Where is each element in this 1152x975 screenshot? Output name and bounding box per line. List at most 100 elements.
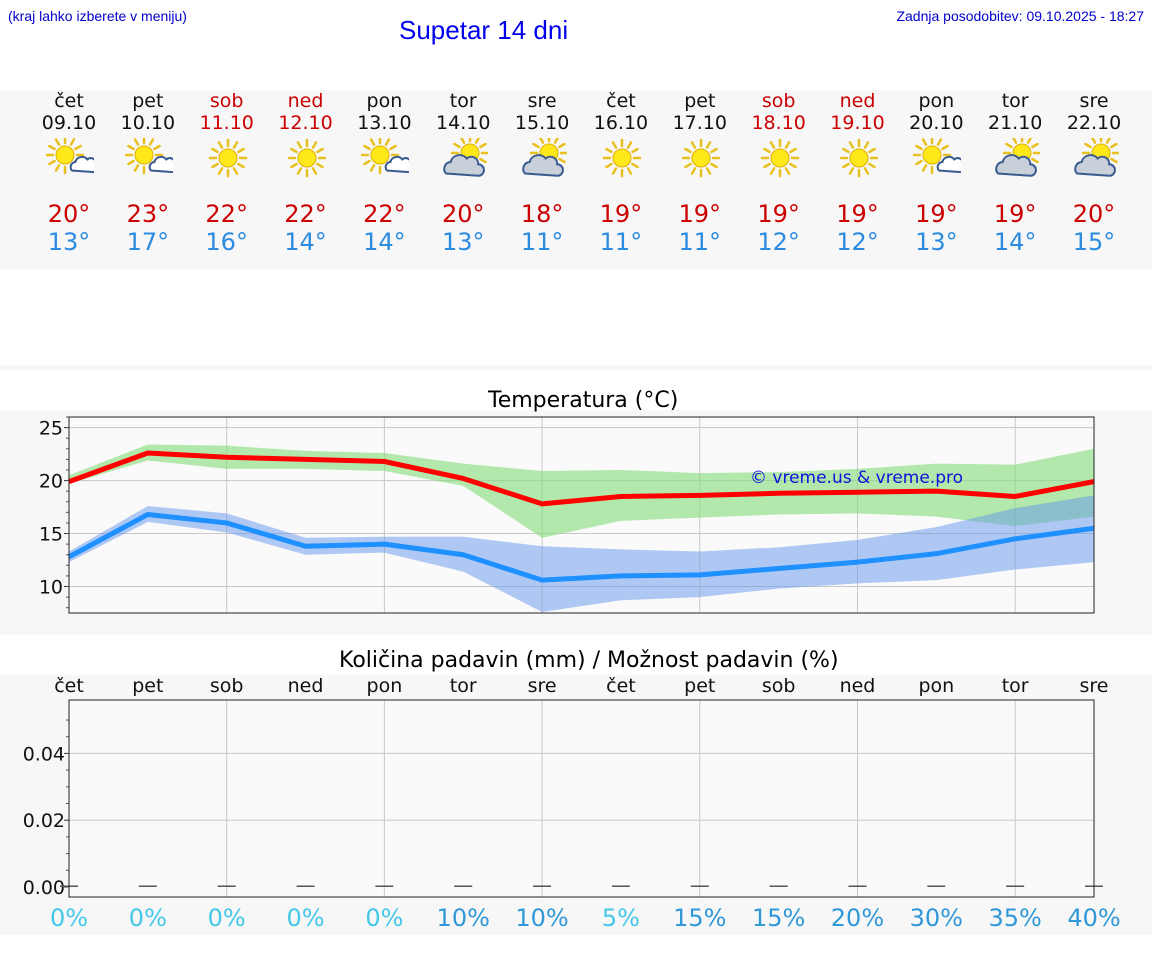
temp-min: 11°: [678, 228, 722, 256]
sun-icon: [681, 138, 721, 178]
temp-min: 13°: [47, 228, 91, 256]
day-name: sre: [527, 90, 557, 112]
precip-probability: 10%: [437, 904, 490, 932]
forecast-strip: [0, 90, 1152, 270]
precip-probability: 35%: [988, 904, 1041, 932]
plot-area: [69, 700, 1094, 897]
temp-min: 13°: [915, 228, 958, 256]
temp-min: 17°: [126, 228, 170, 256]
day-name: pon: [918, 90, 955, 112]
x-category-label: čet: [54, 675, 84, 697]
day-date: 09.10: [41, 112, 97, 134]
temperature-chart-title: Temperatura (°C): [488, 388, 679, 413]
precip-bar: [1006, 885, 1025, 887]
page-title: Supetar 14 dni: [399, 15, 569, 45]
precip-bar: [296, 885, 315, 887]
cloud-sun-icon: [995, 138, 1041, 177]
sun-cloud-icon: [361, 138, 410, 175]
sun-icon: [760, 138, 799, 178]
day-name: čet: [54, 90, 84, 112]
temp-min: 14°: [284, 228, 327, 256]
x-category-label: čet: [606, 675, 636, 697]
day-date: 14.10: [436, 112, 491, 134]
day-date: 21.10: [987, 112, 1043, 134]
sun-icon: [287, 138, 326, 178]
precip-probability: 0%: [286, 904, 324, 932]
day-column: ned 19.10 19° 12°: [813, 90, 903, 270]
day-name: ned: [287, 90, 324, 112]
day-name: čet: [606, 90, 636, 112]
watermark: © vreme.us & vreme.pro: [750, 468, 963, 488]
sun-icon: [602, 138, 642, 178]
precip-bar: [454, 885, 473, 887]
sun-icon: [839, 138, 878, 178]
precipitation-chart-title: Količina padavin (mm) / Možnost padavin …: [339, 648, 839, 673]
temp-max: 19°: [678, 200, 722, 228]
temp-max: 22°: [363, 200, 406, 228]
temp-min: 14°: [363, 228, 406, 256]
precip-probability: 5%: [602, 904, 640, 932]
max-temp-line: [68, 450, 1095, 507]
day-name: sre: [1079, 90, 1109, 112]
precip-bar: [138, 885, 157, 887]
temp-max: 20°: [441, 200, 485, 228]
day-column: pet 10.10 23° 17°: [103, 90, 193, 270]
temp-min: 12°: [757, 228, 800, 256]
x-category-label: sre: [528, 675, 557, 697]
day-date: 12.10: [278, 112, 333, 134]
day-column: sre 22.10 20° 15°: [1049, 90, 1139, 270]
day-date: 10.10: [120, 112, 176, 134]
x-category-label: ned: [288, 675, 324, 697]
min-temp-line: [67, 511, 1095, 583]
temp-max: 18°: [520, 200, 564, 228]
y-tick-label: 0.02: [23, 810, 65, 832]
precip-probability: 20%: [831, 904, 884, 932]
day-date: 13.10: [357, 112, 412, 134]
y-tick-label: 0.00: [23, 877, 65, 899]
day-column: čet 09.10 20° 13°: [24, 90, 114, 270]
day-date: 18.10: [751, 112, 806, 134]
temp-max: 19°: [915, 200, 958, 228]
day-column: tor 14.10 20° 13°: [418, 90, 508, 270]
temp-max: 19°: [757, 200, 800, 228]
day-name: sob: [209, 90, 244, 112]
temp-min: 11°: [520, 228, 564, 256]
menu-note: (kraj lahko izberete v meniju): [8, 8, 187, 24]
temp-min: 15°: [1072, 228, 1116, 256]
x-category-label: sob: [762, 675, 796, 697]
day-column: sre 15.10 18° 11°: [497, 90, 587, 270]
precip-probability: 15%: [673, 904, 726, 932]
y-tick-label: 10: [39, 577, 63, 599]
y-tick-label: 0.04: [23, 743, 65, 765]
x-category-label: tor: [1002, 675, 1029, 697]
temp-max: 22°: [284, 200, 327, 228]
day-column: tor 21.10 19° 14°: [970, 90, 1060, 270]
precip-probability: 15%: [752, 904, 805, 932]
temp-max: 19°: [993, 200, 1037, 228]
day-name: pet: [132, 90, 164, 112]
y-tick-label: 15: [39, 524, 63, 546]
day-column: ned 12.10 22° 14°: [261, 90, 351, 270]
temp-min: 11°: [599, 228, 643, 256]
x-category-label: sre: [1080, 675, 1109, 697]
day-name: tor: [1001, 90, 1029, 112]
day-columns: čet 09.10 20° 13° pet 10.10 23° 17° sob 11.10 22° 1…: [0, 90, 1152, 270]
sun-icon: [208, 138, 247, 178]
day-column: sob 18.10 19° 12°: [734, 90, 824, 270]
day-name: pet: [684, 90, 716, 112]
temp-max: 22°: [205, 200, 248, 228]
day-date: 17.10: [672, 112, 727, 134]
temp-max: 20°: [47, 200, 91, 228]
x-category-label: ned: [840, 675, 876, 697]
x-category-label: sob: [210, 675, 244, 697]
day-column: sob 11.10 22° 16°: [182, 90, 272, 270]
x-category-label: pon: [918, 675, 954, 697]
sun-cloud-icon: [46, 138, 94, 175]
cloud-sun-icon: [443, 138, 489, 177]
precip-probability: 0%: [208, 904, 246, 932]
day-date: 19.10: [830, 112, 885, 134]
last-update: Zadnja posodobitev: 09.10.2025 - 18:27: [896, 8, 1144, 24]
day-date: 11.10: [199, 112, 254, 134]
sun-cloud-icon: [913, 138, 962, 175]
precip-bar: [769, 885, 788, 887]
